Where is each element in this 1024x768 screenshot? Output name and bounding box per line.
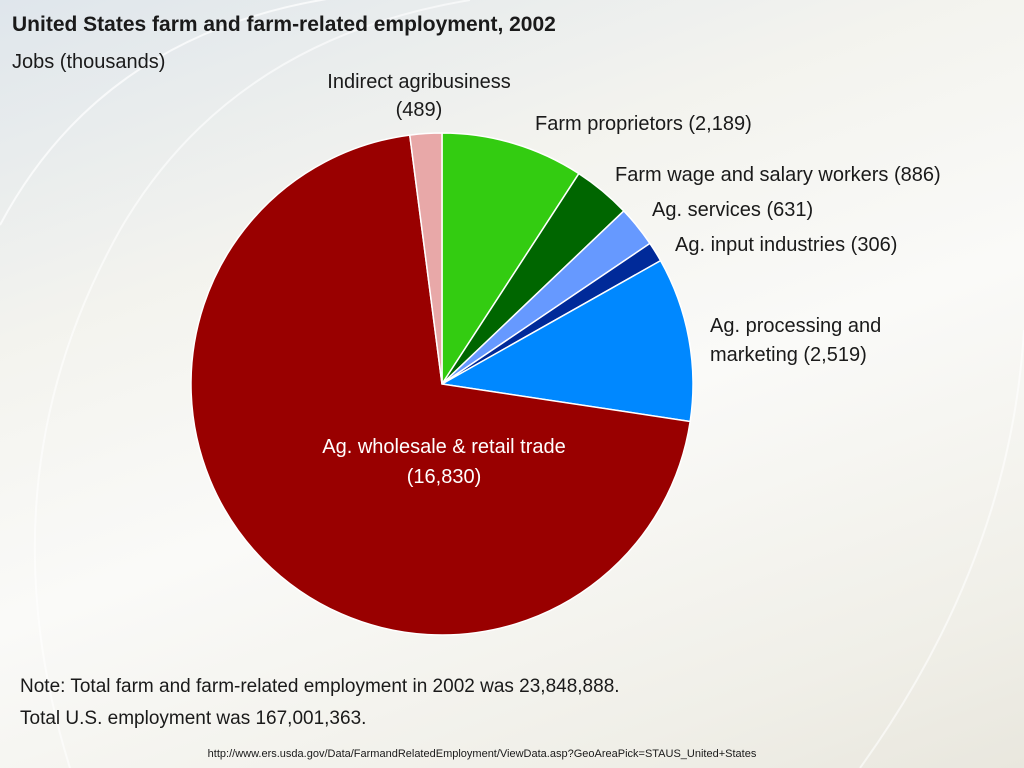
pie-slice-farm-proprietors <box>441 132 580 385</box>
source-url: http://www.ers.usda.gov/Data/FarmandRela… <box>207 748 757 760</box>
chart-title: United States farm and farm-related empl… <box>12 13 556 36</box>
pie-chart: Indirect agribusiness (489) Farm proprie… <box>190 71 941 636</box>
slice-label-ag-processing: Ag. processing and <box>710 315 881 337</box>
slice-label-indirect-agribusiness: Indirect agribusiness <box>327 71 510 93</box>
slice-label-ag-wholesale-value: (16,830) <box>407 466 482 488</box>
pie-slice-ag-wholesale-retail-trade <box>190 134 691 636</box>
pie-slice-indirect-agribusiness <box>409 132 443 385</box>
slice-label-farm-wage-salary: Farm wage and salary workers (886) <box>615 164 941 186</box>
footnote: Note: Total farm and farm-related employ… <box>20 671 620 735</box>
pie-slice-ag-processing-and-marketing <box>441 259 694 423</box>
footnote-line-2: Total U.S. employment was 167,001,363. <box>20 708 367 729</box>
slice-label-indirect-agribusiness-value: (489) <box>396 99 443 121</box>
slice-label-ag-input-industries: Ag. input industries (306) <box>675 234 897 256</box>
chart-subtitle: Jobs (thousands) <box>12 51 166 73</box>
slice-label-farm-proprietors: Farm proprietors (2,189) <box>535 113 752 135</box>
slice-label-ag-wholesale: Ag. wholesale & retail trade <box>322 436 565 458</box>
slice-label-ag-services: Ag. services (631) <box>652 199 813 221</box>
footnote-line-1: Note: Total farm and farm-related employ… <box>20 676 620 697</box>
slice-label-ag-processing-value: marketing (2,519) <box>710 344 867 366</box>
